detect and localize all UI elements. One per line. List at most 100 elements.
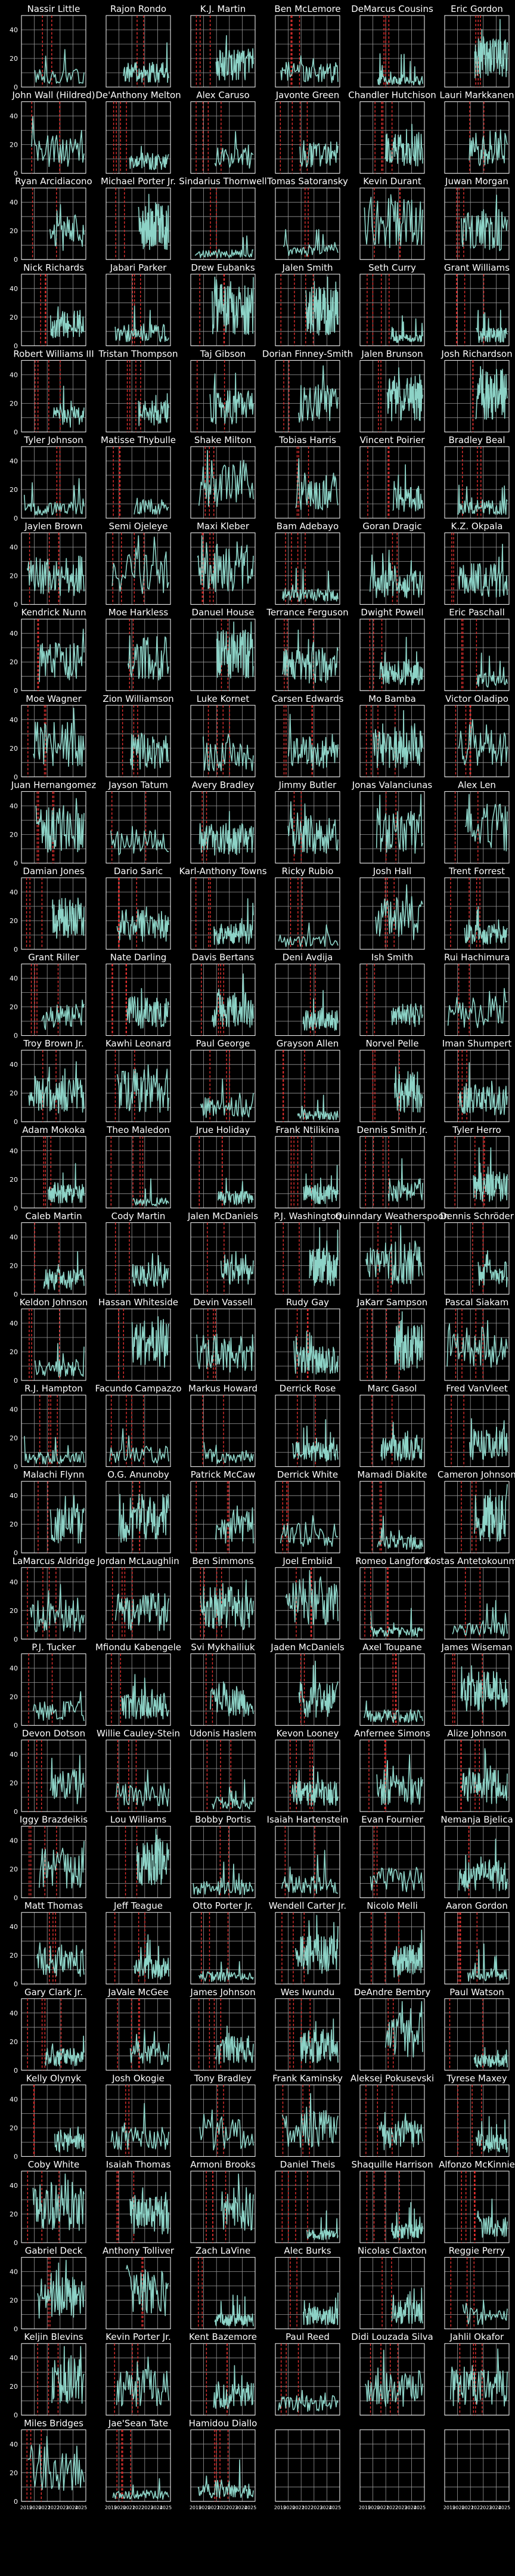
player-panel: Hamidou Diallo 20192020202120222023202420… (189, 2418, 258, 2510)
ytick-label: 20 (10, 2297, 18, 2305)
series-line (447, 987, 508, 1029)
ytick-label: 20 (10, 1952, 18, 1959)
panel-title: Kelly Olynyk (26, 2073, 82, 2083)
xtick-label: 2019 (20, 2505, 32, 2510)
panel-title: Tyler Herro (452, 1125, 501, 1135)
xtick-label: 2022 (302, 2505, 314, 2510)
player-panel: Lou Williams (106, 1815, 171, 1899)
panel-frame (444, 101, 510, 174)
player-panel: Wendell Carter Jr. (269, 1900, 346, 1984)
series-line (377, 1515, 423, 1550)
ytick-label: 40 (10, 2441, 18, 2448)
series-line (291, 1419, 339, 1462)
player-panel: Nicolas Claxton (358, 2246, 427, 2330)
panel-title: Nicolas Claxton (358, 2246, 427, 2256)
panel-frame (359, 1222, 425, 1295)
player-panel: Dennis Smith Jr. (357, 1125, 427, 1209)
series-line (111, 535, 169, 595)
ytick-label: 20 (10, 2469, 18, 2477)
panel-frame (444, 1826, 510, 1899)
series-line (305, 276, 339, 336)
panel-title: De'Anthony Melton (95, 90, 181, 101)
series-line (458, 1838, 508, 1891)
panel-frame (106, 2171, 171, 2243)
panel-title: Frank Kaminsky (272, 2073, 343, 2083)
player-panel: Kawhi Leonard (106, 1038, 171, 1122)
ytick-label: 0 (14, 1118, 18, 1126)
panel-frame (359, 2343, 425, 2416)
panel-title: Luke Kornet (197, 693, 250, 704)
panel-frame (359, 705, 425, 778)
panel-frame (190, 1998, 256, 2071)
panel-title: DeAndre Bembry (354, 1987, 431, 1998)
xtick-label: 2020 (198, 2505, 210, 2510)
panel-frame (444, 705, 510, 778)
panel-frame (190, 964, 256, 1036)
series-line (462, 2299, 508, 2326)
series-line (280, 1515, 339, 1547)
panel-title: Taj Gibson (200, 348, 246, 359)
ytick-label: 0 (14, 83, 18, 91)
player-panel: Kevin Porter Jr. (106, 2332, 171, 2416)
ytick-label: 0 (14, 1549, 18, 1557)
ytick-label: 0 (14, 2153, 18, 2160)
player-panel: Javonte Green (275, 90, 340, 174)
panel-title: Jahlil Okafor (449, 2332, 504, 2342)
player-panel: Coby White 0 20 40 (10, 2159, 86, 2247)
panel-title: Kevon Looney (277, 1728, 339, 1739)
panel-title: Quinndary Weatherspoon (335, 1210, 449, 1221)
panel-title: Josh Richardson (440, 348, 512, 359)
panel-title: Nick Richards (23, 262, 84, 273)
panel-title: Chandler Hutchison (348, 90, 436, 101)
player-panel: LaMarcus Aldridge 0 20 40 (10, 1556, 95, 1643)
ytick-label: 20 (10, 1089, 18, 1097)
panel-frame (190, 1049, 256, 1122)
ytick-label: 20 (10, 745, 18, 753)
player-panel: Mo Bamba (359, 693, 425, 778)
player-panel: Caleb Martin 0 20 40 (10, 1210, 86, 1298)
series-line (33, 707, 85, 767)
series-line (376, 794, 423, 854)
panel-title: Malachi Flynn (23, 1469, 85, 1480)
panel-title: Jeff Teague (113, 1900, 163, 1911)
player-panel: Hassan Whiteside (98, 1297, 178, 1381)
panel-title: Evan Fournier (361, 1815, 423, 1825)
panel-frame (190, 15, 256, 88)
panel-frame (359, 360, 425, 432)
panel-title: Svi Mykhailiuk (191, 1642, 255, 1652)
player-panel: Svi Mykhailiuk (190, 1642, 256, 1726)
panel-frame (190, 1481, 256, 1553)
panel-frame (21, 2257, 86, 2330)
panel-frame (190, 2257, 256, 2330)
xtick-label: 2020 (283, 2505, 295, 2510)
panel-frame (21, 2084, 86, 2157)
panel-title: Zach LaVine (196, 2246, 250, 2256)
player-panel: James Johnson (190, 1987, 256, 2071)
player-panel: Tony Bradley (190, 2073, 256, 2157)
panel-frame (106, 618, 171, 691)
series-line (121, 1674, 169, 1720)
panel-title: Kevin Porter Jr. (106, 2332, 171, 2342)
panel-frame (190, 1826, 256, 1899)
panel-frame (275, 2257, 340, 2330)
panel-frame (190, 1739, 256, 1812)
series-line (391, 2202, 423, 2240)
series-line (291, 1766, 339, 1807)
player-panel: Paul Reed (275, 2332, 340, 2416)
series-line (136, 1828, 169, 1885)
panel-frame (275, 791, 340, 863)
panel-title: Josh Hall (373, 866, 412, 877)
ytick-label: 20 (10, 314, 18, 321)
panel-title: Aaron Gordon (446, 1900, 508, 1911)
player-panel: Mamadi Diakite (357, 1469, 427, 1553)
panel-title: Udonis Haslem (190, 1728, 256, 1739)
panel-frame (106, 446, 171, 519)
panel-frame (21, 1998, 86, 2071)
series-line (132, 1253, 169, 1289)
ytick-label: 0 (14, 515, 18, 522)
series-line (365, 2349, 423, 2407)
ytick-label: 20 (10, 1262, 18, 1270)
player-panel: Derrick Rose (275, 1383, 340, 1467)
